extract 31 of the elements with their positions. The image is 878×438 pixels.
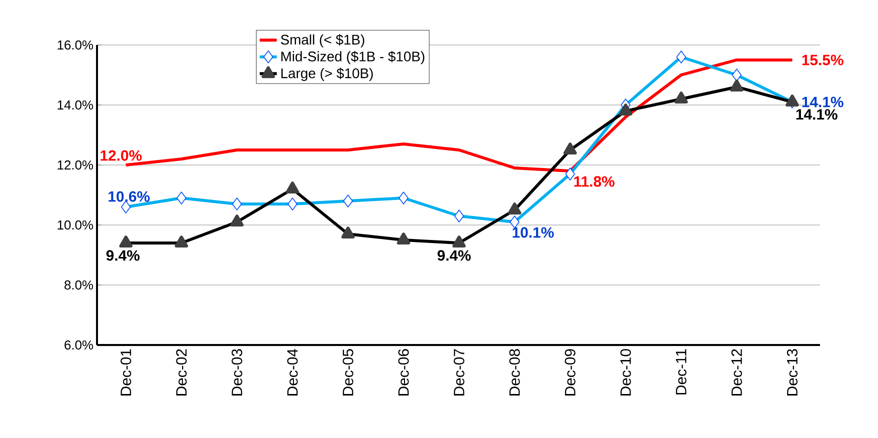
x-tick-label: Dec-06 xyxy=(398,349,409,396)
data-label: 11.8% xyxy=(574,176,614,187)
y-tick-label: 6.0% xyxy=(64,340,94,350)
x-tick-label: Dec-08 xyxy=(509,349,520,396)
x-tick-label: Dec-12 xyxy=(731,349,742,396)
y-tick-label: 16.0% xyxy=(58,40,94,50)
x-tick-label: Dec-04 xyxy=(287,348,298,396)
data-label: 9.4% xyxy=(438,250,471,261)
legend-label: Mid-Sized ($1B - $10B) xyxy=(281,50,424,64)
data-label: 12.0% xyxy=(100,150,142,161)
y-tick-label: 10.0% xyxy=(58,220,94,230)
data-label: 10.1% xyxy=(512,227,554,238)
y-tick-label: 8.0% xyxy=(64,280,94,290)
x-tick-label: Dec-11 xyxy=(676,349,686,394)
x-tick-label: Dec-10 xyxy=(620,349,631,396)
data-label: 10.6% xyxy=(108,191,150,202)
x-tick-label: Dec-01 xyxy=(120,349,132,396)
data-label: 14.1% xyxy=(802,96,844,108)
legend-label: Large (> $10B) xyxy=(281,68,373,81)
x-tick-label: Dec-05 xyxy=(342,349,354,396)
x-tick-label: Dec-13 xyxy=(786,349,798,396)
legend-label: Small (< $1B) xyxy=(280,34,364,48)
y-tick-label: 14.0% xyxy=(58,100,94,110)
x-tick-label: Dec-07 xyxy=(454,349,464,396)
x-tick-label: Dec-09 xyxy=(564,349,576,396)
data-label: 9.4% xyxy=(106,250,140,261)
x-tick-label: Dec-02 xyxy=(176,349,187,396)
y-tick-label: 12.0% xyxy=(58,160,94,170)
data-label: 15.5% xyxy=(802,54,844,66)
data-label: 14.1% xyxy=(796,109,838,120)
x-tick-label: Dec-03 xyxy=(232,349,242,396)
